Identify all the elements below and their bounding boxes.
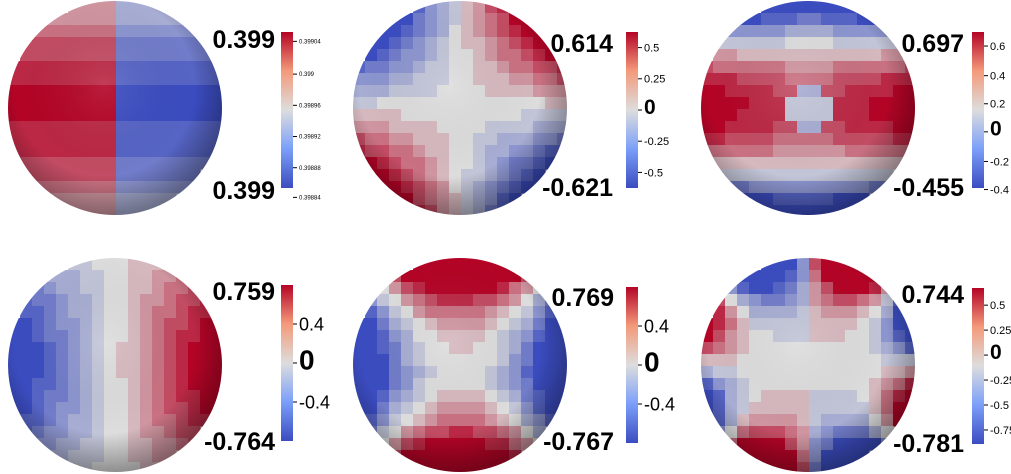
colorbar-tick-label: 0.39896 [299, 103, 321, 109]
min-value-label: -0.764 [204, 428, 275, 456]
colorbar-tick-label: -0.2 [990, 156, 1009, 168]
colorbar-tick-label: -0.5 [990, 400, 1009, 412]
colorbar-tick-label: 0.4 [299, 314, 324, 334]
sphere-panel-3: 0.6 0.4 0.2 0 -0.2 -0.4 0.697 -0.455 [701, 1, 1009, 215]
colorbar-tick-label: 0 [990, 341, 1002, 364]
colorbar-tick-label: 0.4 [990, 71, 1005, 83]
max-value-label: 0.759 [212, 278, 275, 306]
sphere-panel-6: 0.5 0.25 0 -0.25 -0.5 -0.75 0.744 -0.781 [701, 258, 1011, 472]
colorbar-tick-label: 0 [644, 346, 660, 377]
sphere-shading [701, 1, 915, 215]
colorbar [281, 285, 293, 441]
colorbar-tick-label: 0.2 [990, 99, 1005, 111]
colorbar-tick-label: -0.4 [644, 394, 675, 414]
colorbar-tick-label: 0.5 [990, 300, 1005, 312]
colorbar-tick-label: 0.4 [644, 316, 669, 336]
colorbar-tick-label: 0.6 [990, 41, 1005, 53]
sphere-shading [353, 1, 567, 215]
colorbar-tick-label: -0.75 [990, 425, 1011, 437]
colorbar-tick-label: 0.39892 [299, 135, 321, 141]
sphere-panel-2: 0.5 0.25 0 -0.25 -0.5 0.614 -0.621 [353, 1, 669, 215]
colorbar-tick-label: 0 [644, 96, 656, 119]
colorbar-tick-label: -0.25 [644, 136, 669, 148]
max-value-label: 0.744 [901, 281, 964, 309]
sphere-panel-5: 0.4 0 -0.4 0.769 -0.767 [353, 258, 675, 472]
sphere-panel-1: 0.39904 0.399 0.39896 0.39892 0.39888 0.39884… [8, 1, 321, 215]
max-value-label: 0.697 [901, 30, 964, 58]
colorbar [281, 32, 293, 188]
sphere-shading [8, 1, 222, 215]
sphere-shading [8, 258, 222, 472]
max-value-label: 0.399 [212, 26, 275, 54]
colorbar-tick-label: 0.39904 [299, 39, 321, 45]
colorbar-tick-label: 0.39884 [299, 195, 321, 201]
min-value-label: -0.621 [542, 174, 613, 202]
colorbar-tick-label: -0.25 [990, 375, 1011, 387]
sphere-panel-4: 0.4 0 -0.4 0.759 -0.764 [8, 258, 330, 472]
min-value-label: -0.767 [543, 428, 614, 456]
colorbar-tick-label: 0 [299, 344, 315, 375]
min-value-label: -0.455 [893, 174, 964, 202]
colorbar-tick-label: 0.25 [644, 74, 665, 86]
colorbar [626, 32, 638, 188]
sphere-shading [701, 258, 915, 472]
colorbar-tick-label: -0.4 [299, 392, 330, 412]
max-value-label: 0.769 [551, 284, 614, 312]
sphere-shading [353, 258, 567, 472]
colorbar [626, 287, 638, 443]
colorbar-tick-label: 0.39888 [299, 166, 321, 172]
colorbar [972, 288, 984, 444]
colorbar-tick-label: 0.25 [990, 325, 1011, 337]
max-value-label: 0.614 [550, 30, 613, 58]
colorbar-tick-label: 0.5 [644, 42, 659, 54]
colorbar-tick-label: -0.5 [644, 167, 663, 179]
colorbar-tick-label: 0 [990, 118, 1002, 141]
min-value-label: -0.781 [893, 430, 964, 458]
colorbar [972, 32, 984, 188]
colorbar-tick-label: -0.4 [990, 184, 1009, 196]
colorbar-tick-label: 0.399 [299, 72, 315, 78]
min-value-label: 0.399 [212, 177, 275, 205]
